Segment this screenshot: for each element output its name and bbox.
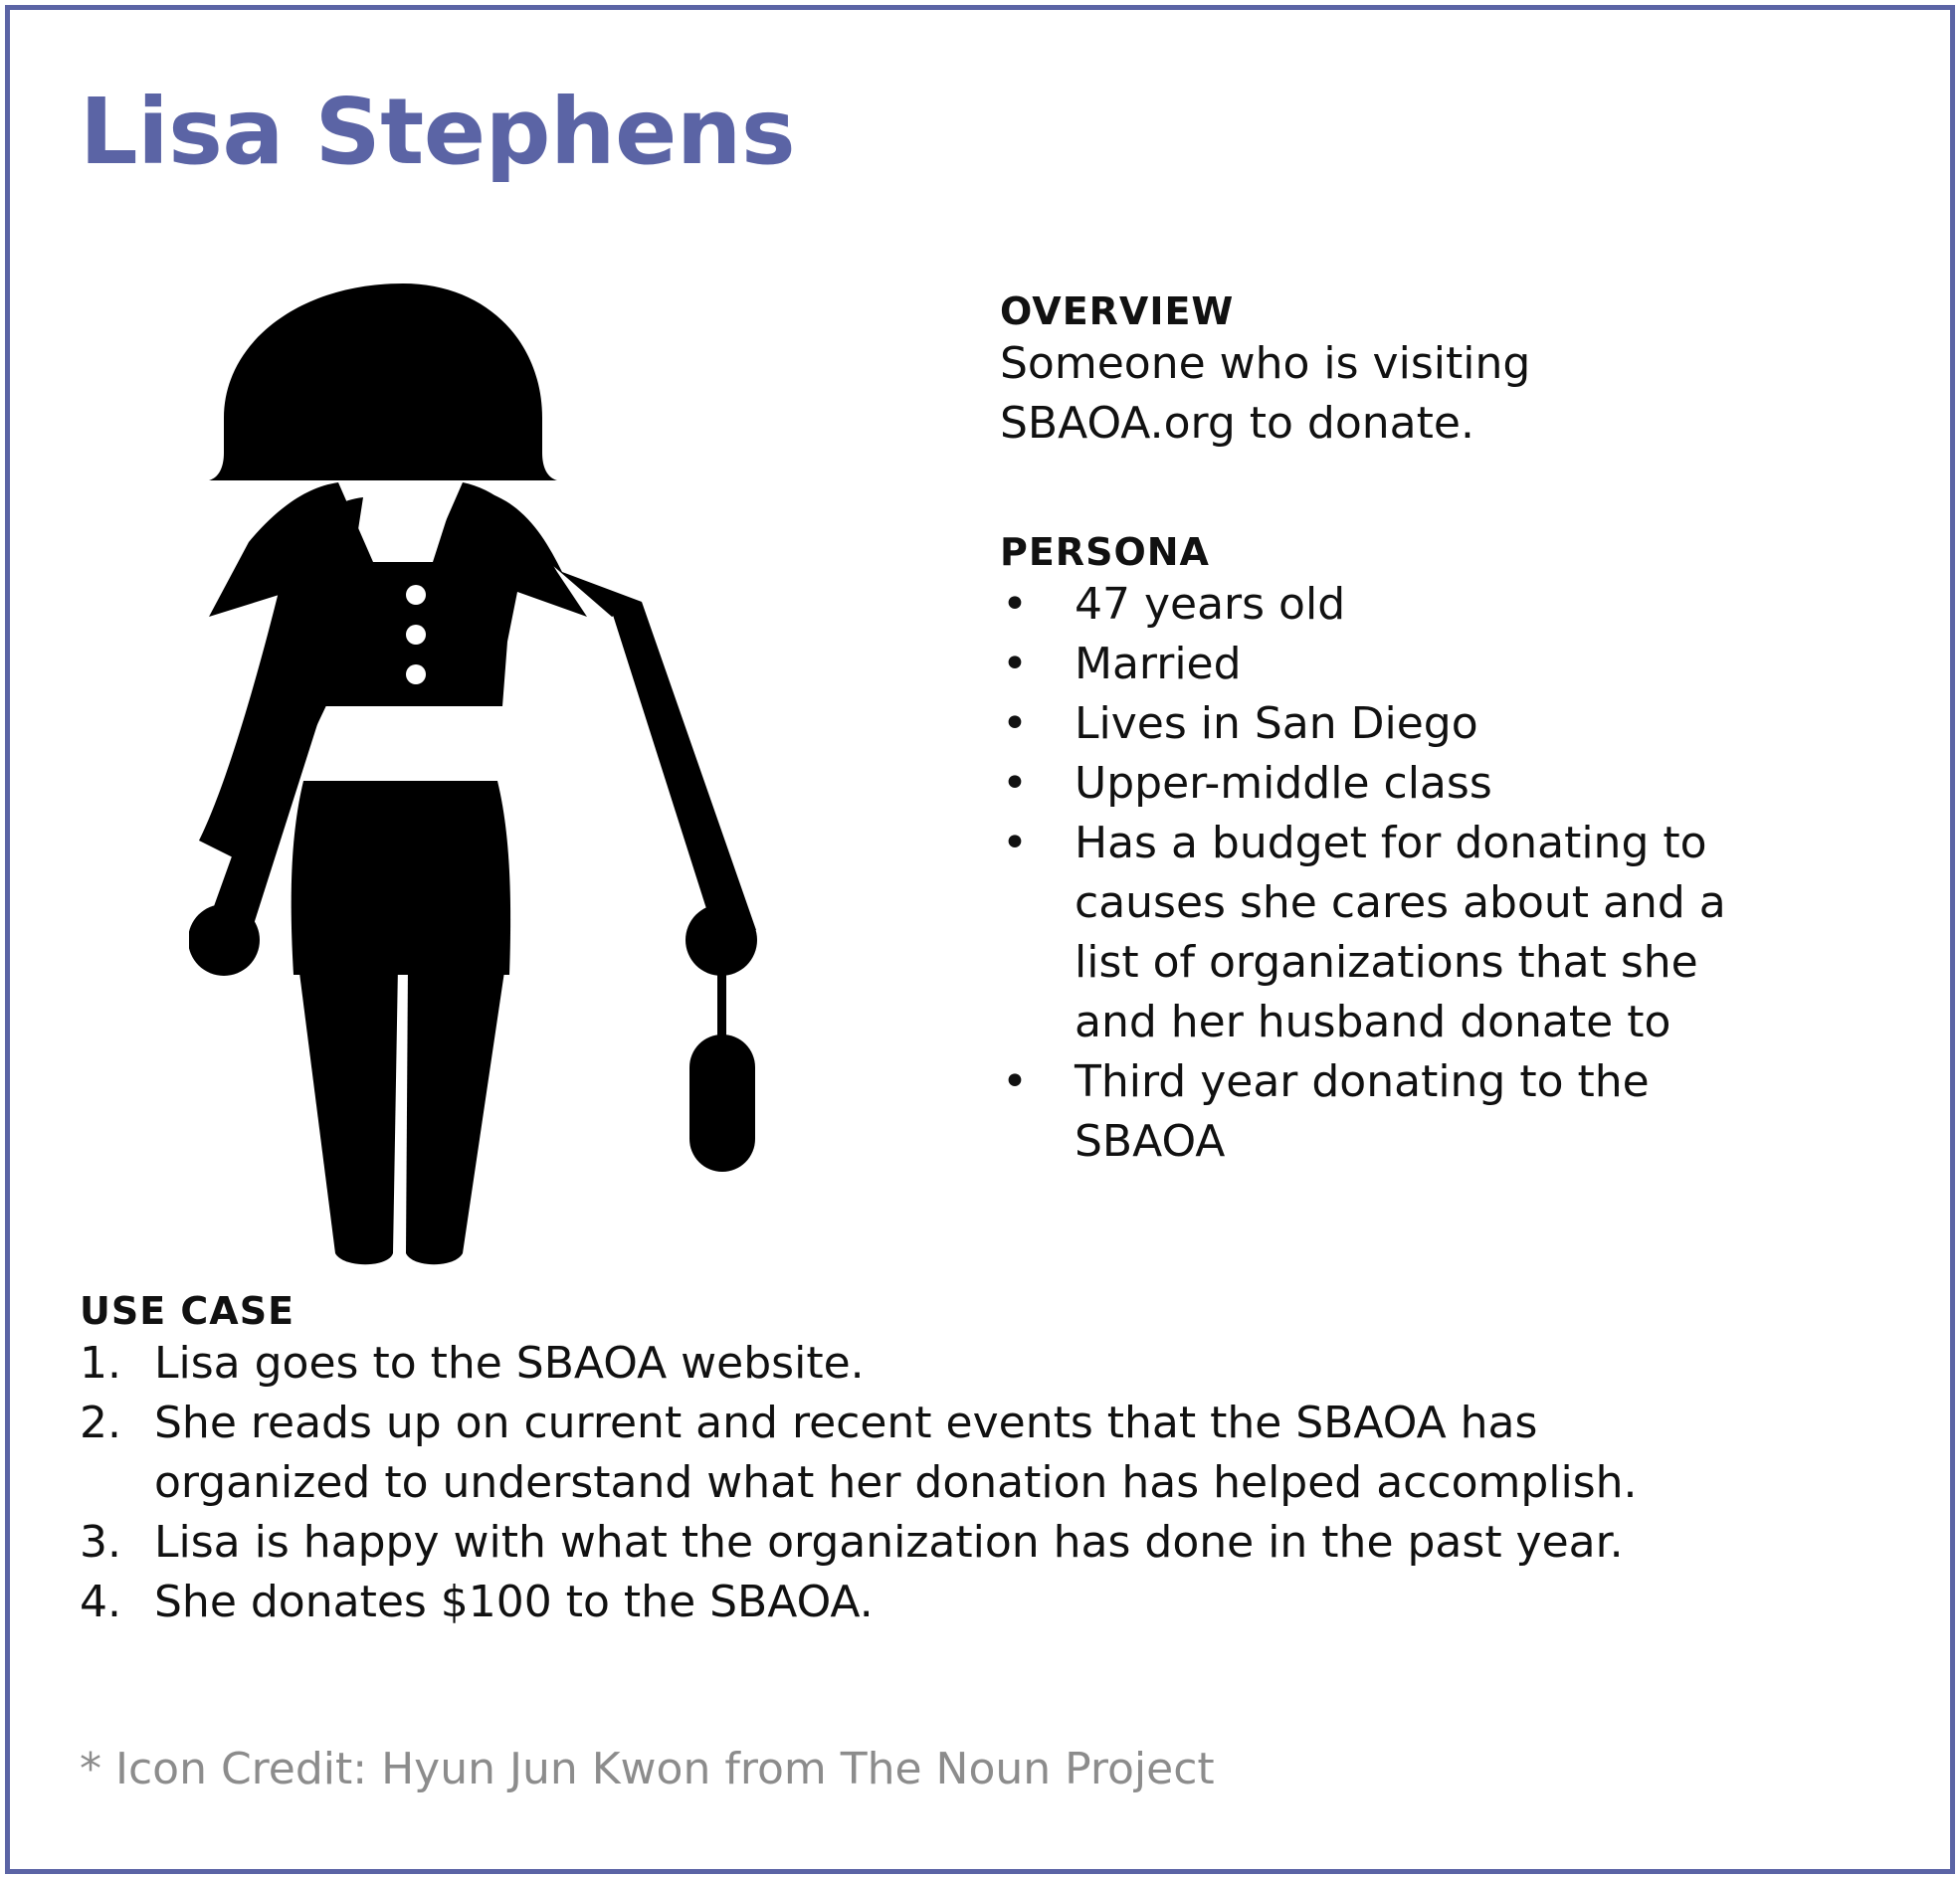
persona-item-line: 47 years old <box>1075 579 1346 630</box>
persona-section: PERSONA • 47 years old • Married • Lives… <box>1000 529 1875 1172</box>
persona-item-line: and her husband donate to <box>1075 997 1671 1047</box>
persona-list-item: • Has a budget for donating to causes sh… <box>1000 814 1875 1052</box>
persona-item-line: Upper-middle class <box>1075 758 1492 809</box>
overview-line: Someone who is visiting <box>1000 338 1531 389</box>
use-case-step: 1. Lisa goes to the SBAOA website. <box>80 1334 1890 1394</box>
use-case-section: USE CASE 1. Lisa goes to the SBAOA websi… <box>80 1288 1890 1632</box>
persona-item-line: causes she cares about and a <box>1075 877 1726 928</box>
bullet-icon: • <box>1002 1056 1028 1107</box>
step-number: 1. <box>80 1338 121 1389</box>
step-number: 4. <box>80 1577 121 1627</box>
step-line: Lisa goes to the SBAOA website. <box>154 1338 865 1389</box>
use-case-step: 3. Lisa is happy with what the organizat… <box>80 1513 1890 1573</box>
persona-item-line: Third year donating to the <box>1075 1056 1650 1107</box>
step-number: 3. <box>80 1517 121 1568</box>
persona-item-line: SBAOA <box>1075 1116 1226 1167</box>
bullet-icon: • <box>1002 758 1028 809</box>
bullet-icon: • <box>1002 818 1028 868</box>
persona-item-line: Lives in San Diego <box>1075 698 1478 749</box>
persona-item-line: Married <box>1075 639 1242 689</box>
bullet-icon: • <box>1002 698 1028 749</box>
persona-list-item: • Lives in San Diego <box>1000 694 1875 754</box>
overview-text: Someone who is visiting SBAOA.org to don… <box>1000 334 1875 454</box>
persona-heading: PERSONA <box>1000 530 1210 574</box>
step-number: 2. <box>80 1398 121 1448</box>
persona-item-line: list of organizations that she <box>1075 937 1698 988</box>
persona-name: Lisa Stephens <box>80 79 796 185</box>
use-case-heading: USE CASE <box>80 1289 295 1333</box>
overview-line: SBAOA.org to donate. <box>1000 398 1474 449</box>
overview-heading: OVERVIEW <box>1000 289 1235 333</box>
bullet-icon: • <box>1002 579 1028 630</box>
persona-list-item: • Third year donating to the SBAOA <box>1000 1052 1875 1172</box>
step-line: Lisa is happy with what the organization… <box>154 1517 1624 1568</box>
persona-list-item: • Married <box>1000 635 1875 694</box>
step-line: She reads up on current and recent event… <box>154 1398 1538 1448</box>
persona-list: • 47 years old • Married • Lives in San … <box>1000 575 1875 1172</box>
use-case-list: 1. Lisa goes to the SBAOA website. 2. Sh… <box>80 1334 1890 1632</box>
persona-item-line: Has a budget for donating to <box>1075 818 1707 868</box>
use-case-step: 4. She donates $100 to the SBAOA. <box>80 1573 1890 1632</box>
step-line: organized to understand what her donatio… <box>154 1457 1638 1508</box>
persona-list-item: • 47 years old <box>1000 575 1875 635</box>
woman-with-handbag-icon <box>189 283 757 1265</box>
use-case-step: 2. She reads up on current and recent ev… <box>80 1394 1890 1513</box>
overview-section: OVERVIEW Someone who is visiting SBAOA.o… <box>1000 288 1875 454</box>
persona-list-item: • Upper-middle class <box>1000 754 1875 814</box>
icon-credit: * Icon Credit: Hyun Jun Kwon from The No… <box>80 1744 1215 1794</box>
step-line: She donates $100 to the SBAOA. <box>154 1577 874 1627</box>
bullet-icon: • <box>1002 639 1028 689</box>
